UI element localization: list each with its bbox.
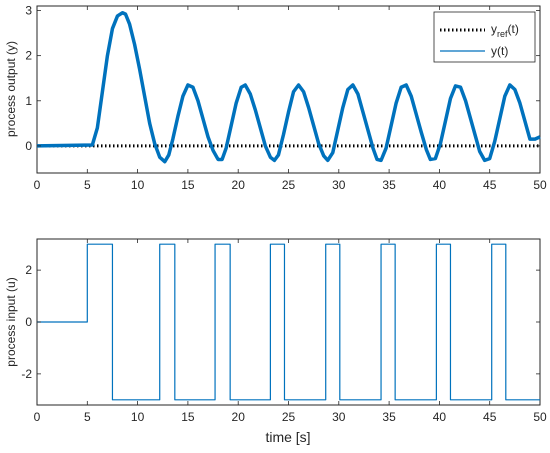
top-x-tick-label: 30 bbox=[332, 178, 346, 192]
bottom-x-tick-label: 20 bbox=[232, 410, 246, 424]
legend-label-yref: yref(t) bbox=[491, 22, 519, 39]
legend-label-y: y(t) bbox=[491, 44, 508, 58]
x-axis-title: time [s] bbox=[265, 429, 310, 445]
top-x-tick-label: 40 bbox=[433, 178, 447, 192]
top-y-tick-label: 0 bbox=[25, 139, 32, 153]
top-x-tick-label: 45 bbox=[483, 178, 497, 192]
bottom-x-tick-label: 15 bbox=[181, 410, 195, 424]
top-series-group bbox=[36, 11, 541, 164]
top-x-tick-label: 10 bbox=[131, 178, 145, 192]
bottom-x-tick-label: 45 bbox=[483, 410, 497, 424]
legend: yref(t) y(t) bbox=[433, 11, 536, 63]
top-x-tick-label: 20 bbox=[232, 178, 246, 192]
bottom-series-group bbox=[37, 243, 540, 401]
legend-box bbox=[433, 11, 536, 63]
bottom-y-tick-label: -2 bbox=[21, 367, 32, 381]
bottom-x-tick-label: 0 bbox=[34, 410, 41, 424]
bottom-y-tick-label: 2 bbox=[25, 263, 32, 277]
bottom-x-tick-label: 5 bbox=[84, 410, 91, 424]
bottom-x-tick-label: 25 bbox=[282, 410, 296, 424]
bottom-axes: 0 5 10 15 20 25 30 35 40 45 50 -2 0 2 process input (… bbox=[4, 238, 547, 445]
top-x-tick-label: 35 bbox=[382, 178, 396, 192]
top-axes: 0 5 10 15 20 25 30 35 40 45 50 0 1 2 3 process output … bbox=[4, 4, 547, 192]
bottom-series-line-u bbox=[37, 243, 540, 401]
top-x-tick-label: 5 bbox=[84, 178, 91, 192]
bottom-x-tick-label: 10 bbox=[131, 410, 145, 424]
top-x-tick-label: 25 bbox=[282, 178, 296, 192]
bottom-ticks-group: 0 5 10 15 20 25 30 35 40 45 50 -2 0 2 bbox=[21, 239, 547, 424]
bottom-y-axis-label: process input (u) bbox=[4, 277, 18, 366]
top-x-tick-label: 15 bbox=[181, 178, 195, 192]
bottom-plot-area bbox=[36, 238, 541, 406]
top-y-tick-label: 2 bbox=[25, 49, 32, 63]
top-y-axis-label: process output (y) bbox=[4, 41, 18, 137]
top-ticks-group: 0 5 10 15 20 25 30 35 40 45 50 0 1 2 3 bbox=[25, 4, 547, 192]
bottom-x-tick-label: 35 bbox=[382, 410, 396, 424]
top-x-tick-label: 50 bbox=[533, 178, 547, 192]
top-series-line-y-t- bbox=[36, 11, 541, 164]
top-y-tick-label: 1 bbox=[25, 94, 32, 108]
top-y-tick-label: 3 bbox=[25, 4, 32, 18]
bottom-y-tick-label: 0 bbox=[25, 315, 32, 329]
bottom-x-tick-label: 40 bbox=[433, 410, 447, 424]
top-x-tick-label: 0 bbox=[34, 178, 41, 192]
bottom-x-tick-label: 50 bbox=[533, 410, 547, 424]
bottom-x-tick-label: 30 bbox=[332, 410, 346, 424]
